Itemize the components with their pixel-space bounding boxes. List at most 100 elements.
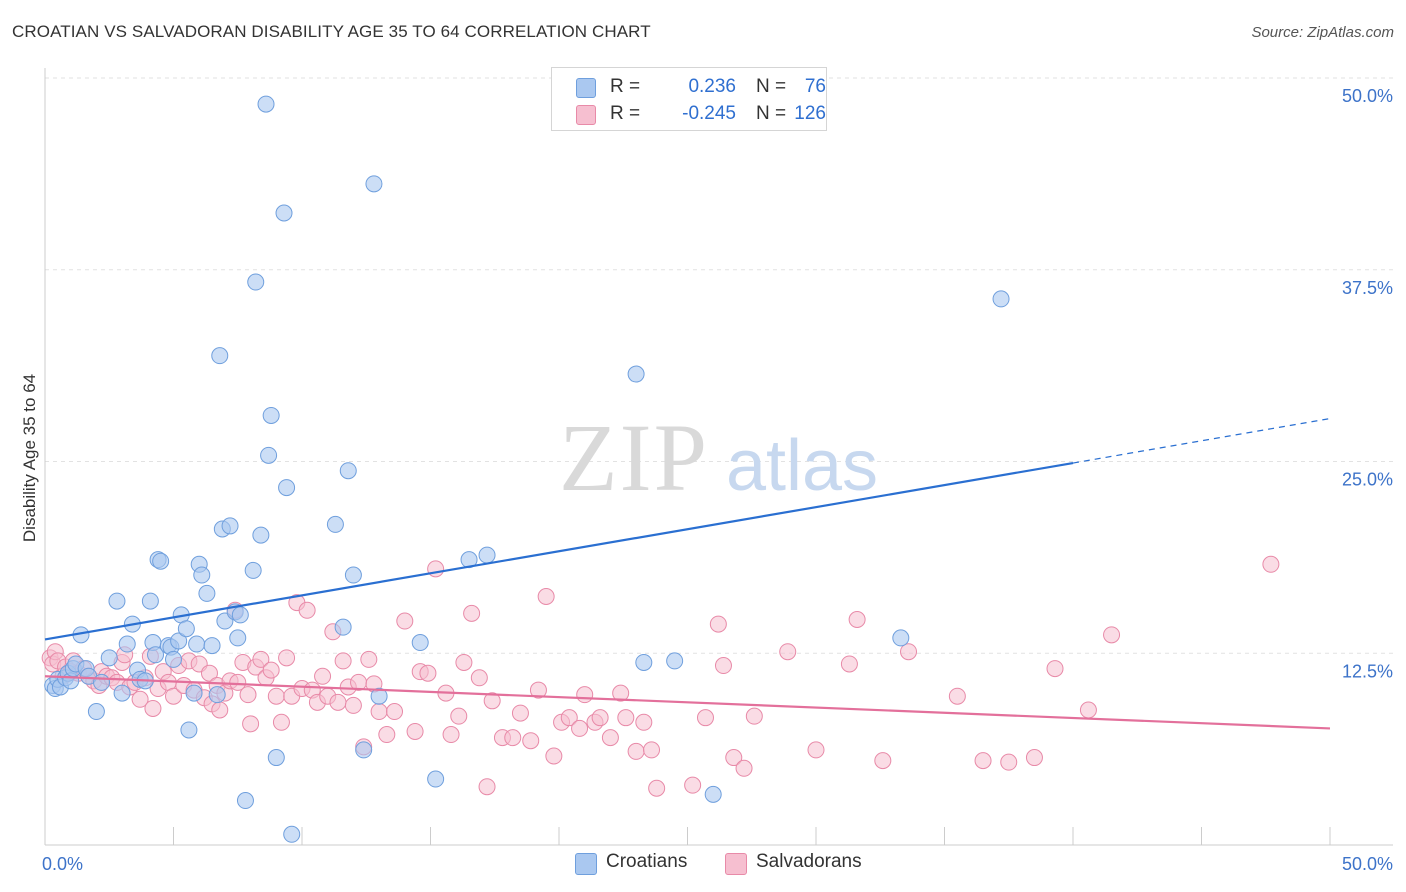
salvadoran-point [131, 690, 149, 708]
croatian-point [704, 785, 722, 803]
croatian-point [627, 365, 645, 383]
y-tick-label: 25.0% [1342, 470, 1393, 490]
croatian-point [165, 650, 182, 668]
salvadoran-point [1025, 749, 1043, 767]
croatian-point [113, 684, 131, 702]
croatian-point [427, 770, 445, 788]
croatian-point [365, 175, 383, 193]
salvadoran-point [612, 684, 630, 702]
y-tick-label: 50.0% [1342, 86, 1393, 106]
salvadoran-point [948, 687, 966, 705]
croatian-point [108, 592, 126, 610]
salvadoran-point [874, 752, 892, 770]
salvadoran-point [714, 657, 732, 675]
salvadoran-point [643, 741, 661, 759]
croatian-point [478, 546, 496, 564]
croatian-point [152, 552, 170, 570]
croatian-point [236, 792, 254, 810]
source-label: Source: ZipAtlas.com [1251, 24, 1394, 41]
salvadorans-trend-line [44, 675, 1331, 730]
salvadorans-legend-label: Salvadorans [756, 851, 862, 872]
croatian-point [203, 637, 221, 655]
croatian-point [666, 652, 684, 670]
croatian-point [198, 584, 216, 602]
salvadoran-point [617, 709, 635, 727]
salvadoran-point [779, 643, 797, 661]
salvadoran-point [601, 729, 619, 747]
salvadoran-point [314, 667, 332, 685]
salvadoran-point [262, 661, 280, 679]
legend-r-label: R = [610, 103, 641, 124]
croatian-point [93, 673, 111, 691]
salvadoran-point [511, 704, 529, 722]
salvadoran-point [386, 703, 404, 721]
salvadoran-point [1079, 701, 1097, 719]
croatian-point [262, 406, 280, 424]
trend-lines [44, 417, 1331, 730]
salvadoran-point [419, 664, 437, 682]
croatian-point [283, 825, 301, 843]
salvadoran-point [470, 669, 488, 687]
croatians-trend-extension [1072, 417, 1331, 464]
salvadoran-point [576, 686, 594, 704]
croatian-point [185, 684, 203, 702]
croatian-point [188, 635, 206, 653]
legend-r-label: R = [610, 76, 641, 97]
salvadoran-point [396, 612, 414, 630]
croatian-point [992, 290, 1010, 308]
salvadoran-point [560, 709, 578, 727]
salvadoran-point [334, 652, 352, 670]
salvadoran-point [696, 709, 714, 727]
watermark: ZIP atlas [559, 404, 878, 511]
croatian-point [231, 606, 249, 624]
y-axis-label: Disability Age 35 to 64 [20, 374, 39, 542]
x-tick-label: 50.0% [1342, 854, 1393, 874]
croatian-point [260, 446, 278, 464]
salvadoran-point [974, 752, 992, 770]
salvadoran-point [900, 643, 918, 661]
croatian-point [635, 653, 653, 671]
salvadoran-point [370, 703, 388, 721]
croatian-point [247, 273, 265, 291]
croatian-point [100, 649, 118, 667]
croatian-point [118, 635, 136, 653]
croatian-point [87, 703, 105, 721]
croatians-trend-line [44, 461, 1074, 641]
salvadoran-point [1000, 753, 1018, 771]
salvadoran-point [239, 686, 257, 704]
salvadoran-point [450, 707, 468, 725]
croatian-point [892, 629, 910, 647]
salvadoran-point [648, 779, 666, 797]
salvadoran-point [504, 729, 522, 747]
croatian-point [339, 462, 357, 480]
salvadoran-point [278, 649, 296, 667]
salvadoran-point [165, 687, 182, 705]
croatian-point [355, 741, 373, 759]
croatians-legend-swatch [575, 853, 597, 875]
legend-n-label: N = [756, 103, 787, 124]
salvadorans-legend-swatch [725, 853, 747, 875]
salvadoran-point [298, 601, 316, 619]
y-tick-labels: 12.5% 25.0% 37.5% 50.0% [1342, 86, 1393, 681]
salvadoran-point [537, 587, 555, 605]
salvadoran-point [229, 673, 247, 691]
salvadoran-point [545, 747, 563, 765]
salvadoran-point [807, 741, 825, 759]
croatian-point [244, 561, 262, 579]
salvadoran-point [529, 681, 547, 699]
croatian-point [141, 592, 159, 610]
legend-n-label: N = [756, 76, 787, 97]
salvadoran-point [745, 707, 763, 725]
croatian-point [229, 629, 247, 647]
croatian-point [211, 347, 229, 365]
salvadoran-point [252, 650, 270, 668]
salvadoran-point [242, 715, 260, 733]
salvadoran-point [267, 687, 285, 705]
croatian-point [221, 517, 239, 535]
salvadoran-point [627, 742, 645, 760]
croatian-point [208, 686, 226, 704]
croatian-point [370, 687, 388, 705]
salvadoran-point [442, 726, 460, 744]
salvadorans-swatch [576, 105, 596, 125]
